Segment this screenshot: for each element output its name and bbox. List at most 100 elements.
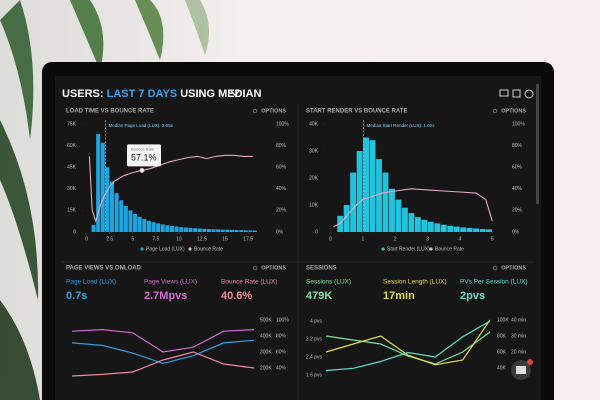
histogram-bar	[197, 228, 202, 232]
y-tick-label: 60K	[67, 143, 77, 149]
options-button[interactable]: OPTIONS	[261, 265, 286, 271]
histogram-bar	[183, 227, 188, 232]
y-tick-label: 1.6 pvs	[306, 372, 323, 378]
histogram-bar	[389, 188, 395, 232]
histogram-bar	[473, 228, 480, 232]
histogram-bar	[96, 134, 101, 232]
histogram-bar	[408, 213, 415, 232]
histogram-bar	[133, 214, 138, 232]
y-tick-label: 80%	[276, 333, 287, 339]
bounce-rate-line	[333, 188, 493, 228]
histogram-bar	[479, 229, 486, 232]
x-tick-label: 0	[329, 236, 332, 242]
histogram-bar	[486, 229, 492, 232]
y-tick-label: 15K	[67, 208, 77, 214]
histogram-bar	[350, 172, 357, 232]
legend-label: Start Render (LUX)	[387, 246, 430, 252]
histogram-bar	[123, 206, 128, 232]
options-button[interactable]: OPTIONS	[501, 265, 526, 271]
header-users: USERS:	[62, 88, 104, 100]
y2-tick-label: 200K	[260, 365, 272, 371]
y2-tick-label: 500K	[260, 317, 272, 323]
histogram-bar	[169, 225, 175, 232]
tooltip-title: Bounce Rate	[131, 146, 155, 151]
histogram-bar	[202, 228, 207, 232]
histogram-bar	[356, 151, 363, 232]
bounce-rate-line	[88, 154, 253, 224]
y2-tick-label: 80%	[276, 143, 287, 149]
y3-tick-label: 20 min	[511, 349, 526, 355]
histogram-bar	[234, 229, 239, 232]
histogram-bar	[225, 229, 230, 232]
tooltip-point	[139, 167, 145, 173]
icon-save[interactable]	[512, 89, 521, 98]
histogram-bar	[460, 227, 467, 232]
series-line	[71, 328, 255, 353]
histogram-bar	[174, 226, 179, 232]
series-line	[325, 319, 491, 366]
y-tick-label: 2.4 pvs	[306, 354, 323, 360]
chat-icon	[516, 366, 526, 374]
panel-title: LOAD TIME VS BOUNCE RATE	[66, 109, 154, 115]
histogram-bar	[160, 224, 165, 232]
histogram-bar	[165, 225, 170, 232]
histogram-bar	[229, 229, 235, 232]
y-tick-label: 40%	[276, 365, 287, 371]
legend-marker	[381, 247, 385, 251]
y2-tick-label: 100%	[276, 121, 289, 127]
x-tick-label: 17.5	[243, 236, 253, 242]
histogram-bar	[109, 181, 115, 232]
series-line	[325, 331, 491, 365]
y-tick-label: 30K	[309, 148, 319, 154]
histogram-bar	[382, 172, 389, 232]
x-tick-label: 15	[222, 236, 228, 242]
metric-value: 479K	[306, 290, 332, 302]
icon-help[interactable]	[524, 89, 534, 99]
y-tick-label: 75K	[67, 121, 77, 127]
options-button[interactable]: OPTIONS	[501, 108, 526, 114]
panel-title: SESSIONS	[306, 266, 337, 272]
histogram-bar	[128, 210, 133, 232]
options-button[interactable]: OPTIONS	[261, 108, 286, 114]
y2-tick-label: 40K	[497, 365, 507, 371]
histogram-bar	[179, 227, 184, 232]
plant	[0, 0, 209, 400]
histogram-bar	[369, 140, 376, 232]
metric-value: 0.7s	[66, 290, 87, 302]
y2-tick-label: 0%	[276, 229, 284, 235]
y2-tick-label: 60%	[512, 165, 523, 171]
header-caret[interactable]	[230, 90, 240, 97]
x-tick-label: 1	[361, 236, 364, 242]
x-tick-label: 10	[176, 236, 182, 242]
legend-marker	[429, 247, 433, 251]
histogram-bar	[447, 225, 454, 232]
tooltip-box	[127, 144, 161, 167]
x-tick-label: 3	[426, 236, 429, 242]
y-tick-label: 10K	[309, 202, 319, 208]
histogram-bar	[146, 220, 151, 232]
histogram-bar	[156, 223, 161, 232]
y2-tick-label: 0%	[512, 229, 520, 235]
metric-value: 2pvs	[460, 290, 485, 302]
scrollbar[interactable]	[536, 84, 539, 204]
histogram-bar	[414, 217, 421, 232]
legend-label: Bounce Rate	[194, 246, 223, 252]
x-tick-label: 4	[459, 236, 462, 242]
metric-label: Session Length (LUX)	[383, 279, 447, 286]
histogram-bar	[100, 142, 105, 232]
icon-monitor[interactable]	[499, 89, 509, 97]
options-icon	[492, 265, 498, 271]
legend-label: Page Load (LUX)	[146, 246, 185, 252]
legend-label: Bounce Rate	[435, 246, 464, 252]
y-tick-label: 100%	[276, 317, 289, 323]
median-label: Median Start Render (LUX): 1.02s	[366, 123, 435, 128]
metric-label: Page Load (LUX)	[66, 279, 116, 286]
chat-button[interactable]	[511, 359, 533, 380]
y-tick-label: 60%	[276, 349, 287, 355]
histogram-bar	[151, 222, 156, 232]
y2-tick-label: 20%	[276, 208, 287, 214]
y2-tick-label: 100%	[512, 121, 525, 127]
y-tick-label: 0	[315, 229, 318, 235]
y2-tick-label: 20%	[512, 208, 523, 214]
